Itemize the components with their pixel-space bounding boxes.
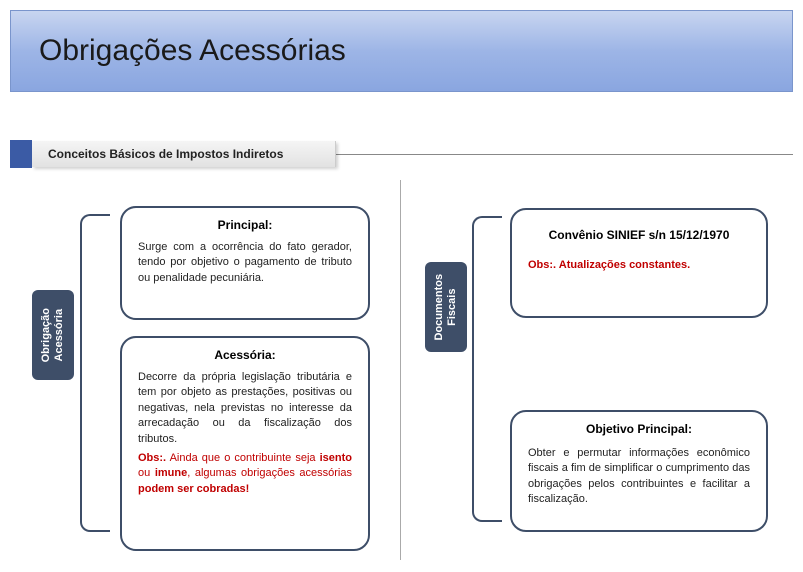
card-acessoria-title: Acessória:: [138, 348, 352, 362]
card-objetivo-title: Objetivo Principal:: [528, 422, 750, 436]
slide-header: Obrigações Acessórias: [10, 10, 793, 92]
left-bracket: [80, 214, 110, 532]
section-divider-line: [336, 154, 793, 155]
obs-t3: , algumas obrigações acessórias: [187, 467, 352, 479]
center-vertical-divider: [400, 180, 401, 560]
left-vlabel-line2: Acessória: [53, 309, 65, 362]
slide-title: Obrigações Acessórias: [39, 34, 346, 68]
left-vertical-label: Obrigação Acessória: [32, 290, 74, 380]
obs-t2: ou: [138, 467, 155, 479]
left-vlabel-line1: Obrigação: [40, 308, 52, 362]
obs-t1: Ainda que o contribuinte seja: [166, 452, 319, 464]
section-accent: [10, 140, 32, 168]
card-objetivo: Objetivo Principal: Obter e permutar inf…: [510, 410, 768, 532]
card-objetivo-body: Obter e permutar informações econômico f…: [528, 446, 750, 508]
card-acessoria: Acessória: Decorre da própria legislação…: [120, 336, 370, 551]
card-principal-title: Principal:: [138, 218, 352, 232]
obs-b2: imune: [155, 467, 187, 479]
card-convenio-title: Convênio SINIEF s/n 15/12/1970: [528, 228, 750, 242]
obs-b1: isento: [320, 452, 352, 464]
card-convenio: Convênio SINIEF s/n 15/12/1970 Obs:. Atu…: [510, 208, 768, 318]
card-principal-body: Surge com a ocorrência do fato gerador, …: [138, 240, 352, 286]
card-convenio-obs-text: Obs:. Atualizações constantes.: [528, 259, 690, 271]
section-label: Conceitos Básicos de Impostos Indiretos: [32, 141, 336, 167]
section-bar: Conceitos Básicos de Impostos Indiretos: [10, 138, 793, 170]
obs-b3: podem ser cobradas!: [138, 483, 249, 495]
card-acessoria-body: Decorre da própria legislação tributária…: [138, 370, 352, 447]
right-vlabel-line2: Fiscais: [446, 288, 458, 325]
card-principal: Principal: Surge com a ocorrência do fat…: [120, 206, 370, 320]
right-vertical-label: Documentos Fiscais: [425, 262, 467, 352]
right-bracket: [472, 216, 502, 522]
card-acessoria-obs: Obs:. Ainda que o contribuinte seja isen…: [138, 451, 352, 497]
obs-prefix: Obs:.: [138, 452, 166, 464]
card-convenio-obs: Obs:. Atualizações constantes.: [528, 258, 750, 273]
right-vlabel-line1: Documentos: [433, 274, 445, 341]
